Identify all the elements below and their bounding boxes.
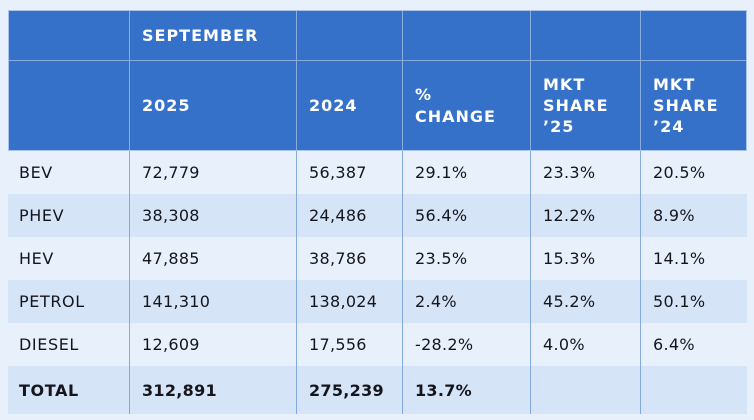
value-cell-pct-change: 13.7%: [403, 366, 531, 414]
table-row-bev: BEV 72,779 56,387 29.1% 23.3% 20.5%: [8, 151, 747, 194]
row-label-cell: HEV: [8, 237, 130, 280]
value-cell-2025: 38,308: [130, 194, 297, 237]
row-label-cell: TOTAL: [8, 366, 130, 414]
table-row-phev: PHEV 38,308 24,486 56.4% 12.2% 8.9%: [8, 194, 747, 237]
header-group-row: SEPTEMBER: [9, 11, 746, 61]
value-cell-pct-change: 2.4%: [403, 280, 531, 323]
header-spacer-cell: [403, 11, 531, 60]
header-cell-mkt-share-24: MKT SHARE ’24: [653, 74, 719, 137]
header-spacer-cell: [641, 11, 746, 60]
value-cell-2025: 12,609: [130, 323, 297, 366]
header-spacer-cell: [531, 11, 641, 60]
header-cell-2025: 2025: [130, 61, 297, 150]
value-cell-mkt-share-25: [531, 366, 641, 414]
value-cell-mkt-share-24: 14.1%: [653, 249, 706, 268]
value-cell-mkt-share-25: 23.3%: [531, 151, 641, 194]
table-row-total: TOTAL 312,891 275,239 13.7%: [8, 366, 747, 414]
value-cell-2024: 275,239: [297, 366, 403, 414]
value-cell-mkt-share-24: 6.4%: [653, 335, 695, 354]
table-row-diesel: DIESEL 12,609 17,556 -28.2% 4.0% 6.4%: [8, 323, 747, 366]
value-cell-2024: 38,786: [297, 237, 403, 280]
header-spacer-cell: [297, 11, 403, 60]
table-header: SEPTEMBER 2025 2024 % CHANGE MKT SHARE ’…: [8, 10, 747, 151]
powertrain-sales-table: SEPTEMBER 2025 2024 % CHANGE MKT SHARE ’…: [8, 10, 747, 414]
header-spacer-cell: [9, 11, 130, 60]
row-label-cell: DIESEL: [8, 323, 130, 366]
value-cell-2024: 138,024: [297, 280, 403, 323]
header-columns-row: 2025 2024 % CHANGE MKT SHARE ’25 MKT SHA…: [9, 61, 746, 150]
value-cell-2025: 47,885: [130, 237, 297, 280]
value-cell-mkt-share-25: 15.3%: [531, 237, 641, 280]
value-cell-mkt-share-24: 8.9%: [653, 206, 695, 225]
header-cell-type: [9, 61, 130, 150]
value-cell-2025: 72,779: [130, 151, 297, 194]
table-body: BEV 72,779 56,387 29.1% 23.3% 20.5% PHEV…: [8, 151, 747, 414]
value-cell-pct-change: 23.5%: [403, 237, 531, 280]
value-cell-2024: 56,387: [297, 151, 403, 194]
row-label-cell: PETROL: [8, 280, 130, 323]
table-row-hev: HEV 47,885 38,786 23.5% 15.3% 14.1%: [8, 237, 747, 280]
value-cell-2025: 141,310: [130, 280, 297, 323]
value-cell-pct-change: 29.1%: [403, 151, 531, 194]
value-cell-mkt-share-25: 45.2%: [531, 280, 641, 323]
header-cell-mkt-share-25: MKT SHARE ’25: [531, 61, 641, 150]
value-cell-mkt-share-25: 12.2%: [531, 194, 641, 237]
header-cell-pct-change: % CHANGE: [403, 61, 531, 150]
row-label-cell: BEV: [8, 151, 130, 194]
value-cell-mkt-share-24: [641, 366, 747, 414]
header-group-label: SEPTEMBER: [130, 11, 297, 60]
value-cell-2024: 17,556: [297, 323, 403, 366]
table-row-petrol: PETROL 141,310 138,024 2.4% 45.2% 50.1%: [8, 280, 747, 323]
value-cell-pct-change: -28.2%: [403, 323, 531, 366]
value-cell-mkt-share-24: 50.1%: [653, 292, 706, 311]
value-cell-mkt-share-24: 20.5%: [653, 163, 706, 182]
row-label-cell: PHEV: [8, 194, 130, 237]
header-cell-2024: 2024: [297, 61, 403, 150]
value-cell-2024: 24,486: [297, 194, 403, 237]
value-cell-2025: 312,891: [130, 366, 297, 414]
value-cell-mkt-share-25: 4.0%: [531, 323, 641, 366]
value-cell-pct-change: 56.4%: [403, 194, 531, 237]
